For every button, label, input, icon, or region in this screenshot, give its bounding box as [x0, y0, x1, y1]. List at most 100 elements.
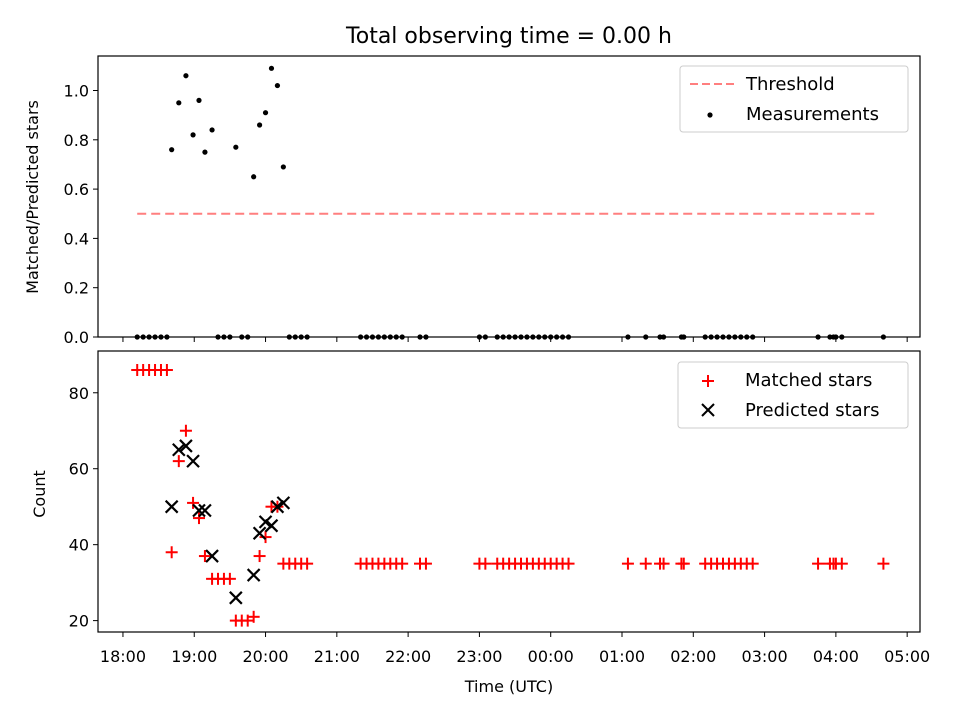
measurement-point — [393, 334, 399, 340]
measurement-point — [164, 334, 170, 340]
bottom-panel: 20 40 60 80 18:00 19:00 20:00 21:00 22:00 23:00 00… — [69, 350, 930, 666]
matched-stars-point — [179, 424, 192, 437]
measurement-point — [726, 334, 732, 340]
x-tick-label: 03:00 — [742, 647, 788, 666]
measurement-point — [190, 132, 196, 138]
predicted-stars-point — [229, 591, 243, 605]
measurement-point — [702, 334, 708, 340]
legend-threshold-label: Threshold — [745, 74, 835, 95]
measurement-point — [298, 334, 304, 340]
bottom-legend: Matched stars Predicted stars — [677, 361, 909, 429]
measurement-point — [657, 334, 663, 340]
measurement-point — [280, 164, 286, 170]
matched-stars-point — [657, 557, 670, 570]
measurement-point — [494, 334, 500, 340]
matched-stars-point — [396, 557, 409, 570]
measurement-point — [292, 334, 298, 340]
measurement-point — [202, 149, 208, 155]
predicted-stars-point — [205, 549, 219, 563]
top-y-tick-label: 0.8 — [64, 131, 89, 150]
measurement-point — [423, 334, 429, 340]
x-tick-label: 00:00 — [528, 647, 574, 666]
top-panel: 0.0 0.2 0.4 0.6 0.8 1.0 — [64, 55, 921, 347]
predicted-stars-point — [192, 503, 206, 518]
bottom-y-tick-label: 40 — [69, 536, 89, 555]
measurement-point — [158, 334, 164, 340]
predicted-stars-point — [246, 568, 261, 582]
x-tick-label: 04:00 — [813, 647, 859, 666]
top-y-tick-label: 0.6 — [64, 180, 89, 199]
measurement-point — [506, 334, 512, 340]
measurement-point — [880, 334, 887, 340]
measurement-point — [268, 65, 275, 71]
measurement-point — [215, 334, 221, 340]
x-tick-label: 18:00 — [100, 647, 146, 666]
x-tick-label: 19:00 — [171, 647, 217, 666]
x-tick-label: 01:00 — [599, 647, 645, 666]
x-tick-label: 05:00 — [884, 647, 930, 666]
measurement-point — [530, 334, 536, 340]
chart-title: Total observing time = 0.00 h — [345, 24, 672, 49]
matched-stars-point — [247, 610, 260, 623]
matched-stars-point — [621, 557, 634, 570]
measurement-point — [833, 334, 839, 340]
matched-stars-point — [562, 557, 575, 570]
matched-stars-point — [259, 531, 272, 544]
x-tick-label: 22:00 — [385, 647, 431, 666]
measurement-point — [482, 334, 488, 340]
measurement-point — [369, 334, 376, 340]
top-legend-frame — [679, 65, 909, 133]
matched-stars-point — [301, 557, 314, 570]
predicted-stars-point — [179, 439, 193, 453]
measurement-point — [417, 334, 423, 340]
measurement-point — [239, 334, 245, 340]
measurement-point — [660, 334, 667, 340]
top-y-axis-label: Matched/Predicted stars — [23, 100, 42, 294]
matched-stars-point — [835, 557, 848, 570]
predicted-stars-point — [164, 499, 179, 514]
measurement-point — [146, 334, 152, 340]
measurement-point — [476, 334, 483, 340]
matched-stars-point — [677, 557, 690, 570]
measurement-point — [262, 110, 269, 116]
bottom-y-axis-label: Count — [30, 470, 49, 518]
top-y-tick-label: 0.4 — [64, 229, 89, 248]
measurement-point — [245, 334, 251, 340]
measurement-point — [738, 334, 744, 340]
measurement-point — [363, 334, 370, 340]
measurement-point — [512, 334, 518, 340]
predicted-stars-point — [252, 526, 267, 541]
legend-measurements-label: Measurements — [746, 104, 879, 125]
matched-stars-point — [479, 557, 492, 570]
measurement-point — [256, 122, 263, 128]
matched-stars-point — [172, 455, 185, 468]
measurement-point — [643, 334, 649, 340]
matched-stars-point — [253, 550, 266, 563]
measurement-point — [233, 144, 239, 150]
measurement-point — [542, 334, 548, 340]
measurement-point — [536, 334, 542, 340]
measurement-point — [732, 334, 738, 340]
measurement-point — [815, 334, 821, 340]
predicted-stars-point — [264, 518, 279, 533]
measurement-point — [209, 127, 215, 133]
measurement-point — [708, 334, 714, 340]
measurement-point — [720, 334, 726, 340]
predicted-stars-point — [270, 499, 285, 514]
matched-stars-point — [160, 363, 173, 376]
measurement-point — [548, 334, 554, 340]
matched-stars-point — [419, 557, 432, 570]
bottom-legend-frame — [677, 361, 909, 429]
measurement-point — [565, 334, 572, 340]
measurement-point — [744, 334, 750, 340]
measurement-point — [500, 334, 506, 340]
legend-matched-swatch — [702, 375, 714, 387]
measurement-point — [196, 97, 202, 103]
measurement-point — [221, 334, 227, 340]
bottom-axes-frame — [97, 350, 921, 633]
measurement-point — [134, 334, 140, 340]
bottom-y-tick-label: 80 — [69, 384, 89, 403]
measurement-point — [399, 334, 405, 340]
measurement-point — [554, 334, 560, 340]
measurement-point — [152, 334, 158, 340]
